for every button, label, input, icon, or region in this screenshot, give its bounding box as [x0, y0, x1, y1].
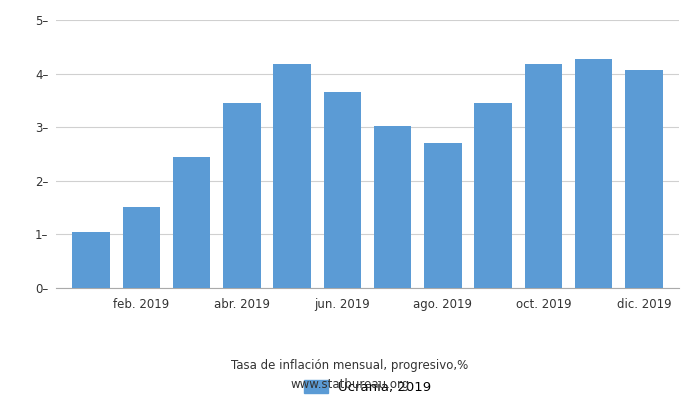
Bar — [374, 126, 412, 288]
Text: Tasa de inflación mensual, progresivo,%: Tasa de inflación mensual, progresivo,% — [232, 360, 468, 372]
Bar — [72, 232, 110, 288]
Text: www.statbureau.org: www.statbureau.org — [290, 378, 410, 391]
Bar — [575, 59, 612, 288]
Bar — [122, 207, 160, 288]
Bar — [424, 143, 462, 288]
Bar — [223, 103, 260, 288]
Legend: Ucrania, 2019: Ucrania, 2019 — [304, 380, 431, 394]
Bar — [475, 103, 512, 288]
Bar — [173, 157, 211, 288]
Bar — [323, 92, 361, 288]
Bar — [273, 64, 311, 288]
Bar — [625, 70, 663, 288]
Bar — [524, 64, 562, 288]
